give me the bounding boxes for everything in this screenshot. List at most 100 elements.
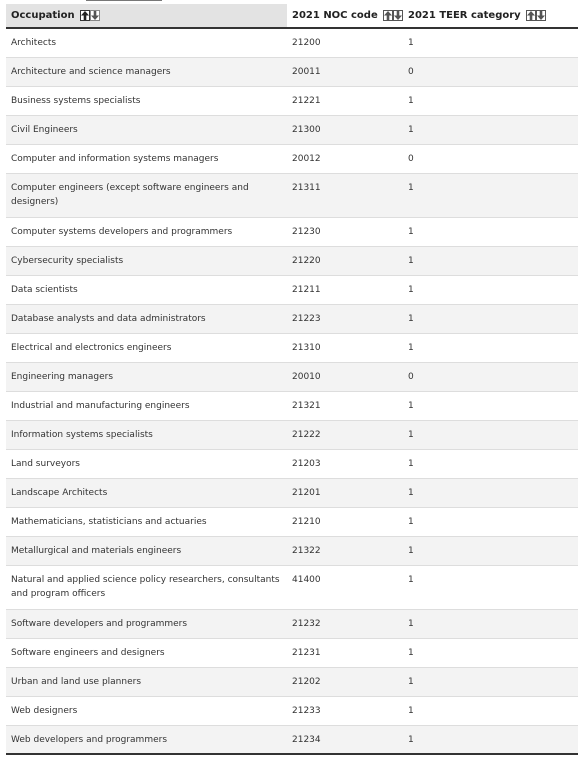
table-row: Software developers and programmers 21232…: [6, 609, 578, 639]
sort-teer-ascending-button[interactable]: [526, 9, 537, 21]
arrow-down-icon: [537, 10, 546, 20]
cell-noc-code: 21221: [287, 86, 403, 116]
header-noc-code: 2021 NOC code: [287, 4, 404, 29]
table-row: Metallurgical and materials engineers 213…: [6, 536, 578, 566]
table-row: Information systems specialists 21222 1: [6, 420, 578, 450]
cell-occupation: Database analysts and data administrator…: [6, 304, 287, 334]
cell-noc-code: 21231: [287, 638, 403, 668]
occupation-table: Occupation 2021 NOC code 2: [6, 4, 578, 755]
cell-teer-category: 1: [403, 667, 578, 697]
cell-teer-category: 1: [403, 173, 578, 218]
header-occupation: Occupation: [6, 4, 287, 29]
cell-occupation: Engineering managers: [6, 362, 287, 392]
cell-occupation: Landscape Architects: [6, 478, 287, 508]
cell-teer-category: 1: [403, 333, 578, 363]
sort-noc-ascending-button[interactable]: [383, 9, 394, 21]
cell-occupation: Electrical and electronics engineers: [6, 333, 287, 363]
cell-teer-category: 1: [403, 565, 578, 610]
cell-teer-category: 1: [403, 478, 578, 508]
sort-occupation-descending-button[interactable]: [90, 9, 101, 21]
cell-noc-code: 21200: [287, 28, 403, 58]
cell-occupation: Information systems specialists: [6, 420, 287, 450]
cell-noc-code: 21230: [287, 217, 403, 247]
cell-teer-category: 1: [403, 275, 578, 305]
cell-occupation: Architecture and science managers: [6, 57, 287, 87]
cell-teer-category: 1: [403, 246, 578, 276]
table-row: Computer engineers (except software engi…: [6, 173, 578, 218]
cell-occupation: Data scientists: [6, 275, 287, 305]
cell-teer-category: 0: [403, 144, 578, 174]
arrow-down-icon: [394, 10, 403, 20]
table-row: Engineering managers 20010 0: [6, 362, 578, 392]
cell-teer-category: 1: [403, 536, 578, 566]
cell-noc-code: 21300: [287, 115, 403, 145]
cell-noc-code: 21310: [287, 333, 403, 363]
cell-occupation: Business systems specialists: [6, 86, 287, 116]
cell-noc-code: 20012: [287, 144, 403, 174]
cell-occupation: Computer systems developers and programm…: [6, 217, 287, 247]
table-row: Urban and land use planners 21202 1: [6, 667, 578, 697]
cell-teer-category: 1: [403, 609, 578, 639]
cell-occupation: Software engineers and designers: [6, 638, 287, 668]
arrow-down-icon: [91, 10, 100, 20]
cell-noc-code: 21234: [287, 725, 403, 755]
cell-occupation: Web designers: [6, 696, 287, 726]
table-row: Web developers and programmers 21234 1: [6, 725, 578, 755]
arrow-up-icon: [81, 10, 90, 20]
cell-teer-category: 1: [403, 391, 578, 421]
cell-noc-code: 21202: [287, 667, 403, 697]
cell-noc-code: 21222: [287, 420, 403, 450]
sort-teer-descending-button[interactable]: [536, 9, 547, 21]
header-noc-code-label: 2021 NOC code: [292, 9, 378, 21]
header-occupation-label: Occupation: [11, 9, 75, 21]
cell-noc-code: 21322: [287, 536, 403, 566]
cell-occupation: Metallurgical and materials engineers: [6, 536, 287, 566]
cell-noc-code: 21321: [287, 391, 403, 421]
cell-teer-category: 1: [403, 217, 578, 247]
table-row: Computer and information systems manager…: [6, 144, 578, 174]
cell-occupation: Mathematicians, statisticians and actuar…: [6, 507, 287, 537]
cell-noc-code: 20011: [287, 57, 403, 87]
cell-teer-category: 0: [403, 362, 578, 392]
sort-occupation-ascending-button[interactable]: [80, 9, 91, 21]
table-row: Industrial and manufacturing engineers 21…: [6, 391, 578, 421]
cell-teer-category: 1: [403, 28, 578, 58]
table-row: Land surveyors 21203 1: [6, 449, 578, 479]
cell-occupation: Architects: [6, 28, 287, 58]
occupation-table-container: Occupation 2021 NOC code 2: [6, 4, 578, 755]
cell-teer-category: 1: [403, 420, 578, 450]
cell-occupation: Computer engineers (except software engi…: [6, 173, 287, 218]
cell-noc-code: 21201: [287, 478, 403, 508]
table-row: Data scientists 21211 1: [6, 275, 578, 305]
cell-occupation: Software developers and programmers: [6, 609, 287, 639]
cell-teer-category: 1: [403, 115, 578, 145]
sort-noc-descending-button[interactable]: [393, 9, 404, 21]
cell-teer-category: 1: [403, 725, 578, 755]
table-body: Architects 21200 1 Architecture and scienc…: [6, 28, 578, 755]
cell-occupation: Urban and land use planners: [6, 667, 287, 697]
cell-occupation: Industrial and manufacturing engineers: [6, 391, 287, 421]
cell-occupation: Natural and applied science policy resea…: [6, 565, 287, 610]
cell-teer-category: 1: [403, 86, 578, 116]
table-row: Landscape Architects 21201 1: [6, 478, 578, 508]
cell-noc-code: 20010: [287, 362, 403, 392]
cell-teer-category: 1: [403, 696, 578, 726]
cell-occupation: Land surveyors: [6, 449, 287, 479]
cell-noc-code: 21232: [287, 609, 403, 639]
cell-teer-category: 1: [403, 449, 578, 479]
table-row: Web designers 21233 1: [6, 696, 578, 726]
table-row: Electrical and electronics engineers 2131…: [6, 333, 578, 363]
table-row: Architects 21200 1: [6, 28, 578, 58]
cell-noc-code: 21233: [287, 696, 403, 726]
cell-occupation: Cybersecurity specialists: [6, 246, 287, 276]
cell-occupation: Computer and information systems manager…: [6, 144, 287, 174]
table-header: Occupation 2021 NOC code 2: [6, 4, 578, 29]
table-row: Database analysts and data administrator…: [6, 304, 578, 334]
top-tab-underline: [86, 0, 162, 1]
header-row: Occupation 2021 NOC code 2: [6, 4, 578, 29]
arrow-up-icon: [527, 10, 536, 20]
table-row: Business systems specialists 21221 1: [6, 86, 578, 116]
cell-noc-code: 21211: [287, 275, 403, 305]
table-row: Software engineers and designers 21231 1: [6, 638, 578, 668]
header-teer-category: 2021 TEER category: [403, 4, 578, 29]
